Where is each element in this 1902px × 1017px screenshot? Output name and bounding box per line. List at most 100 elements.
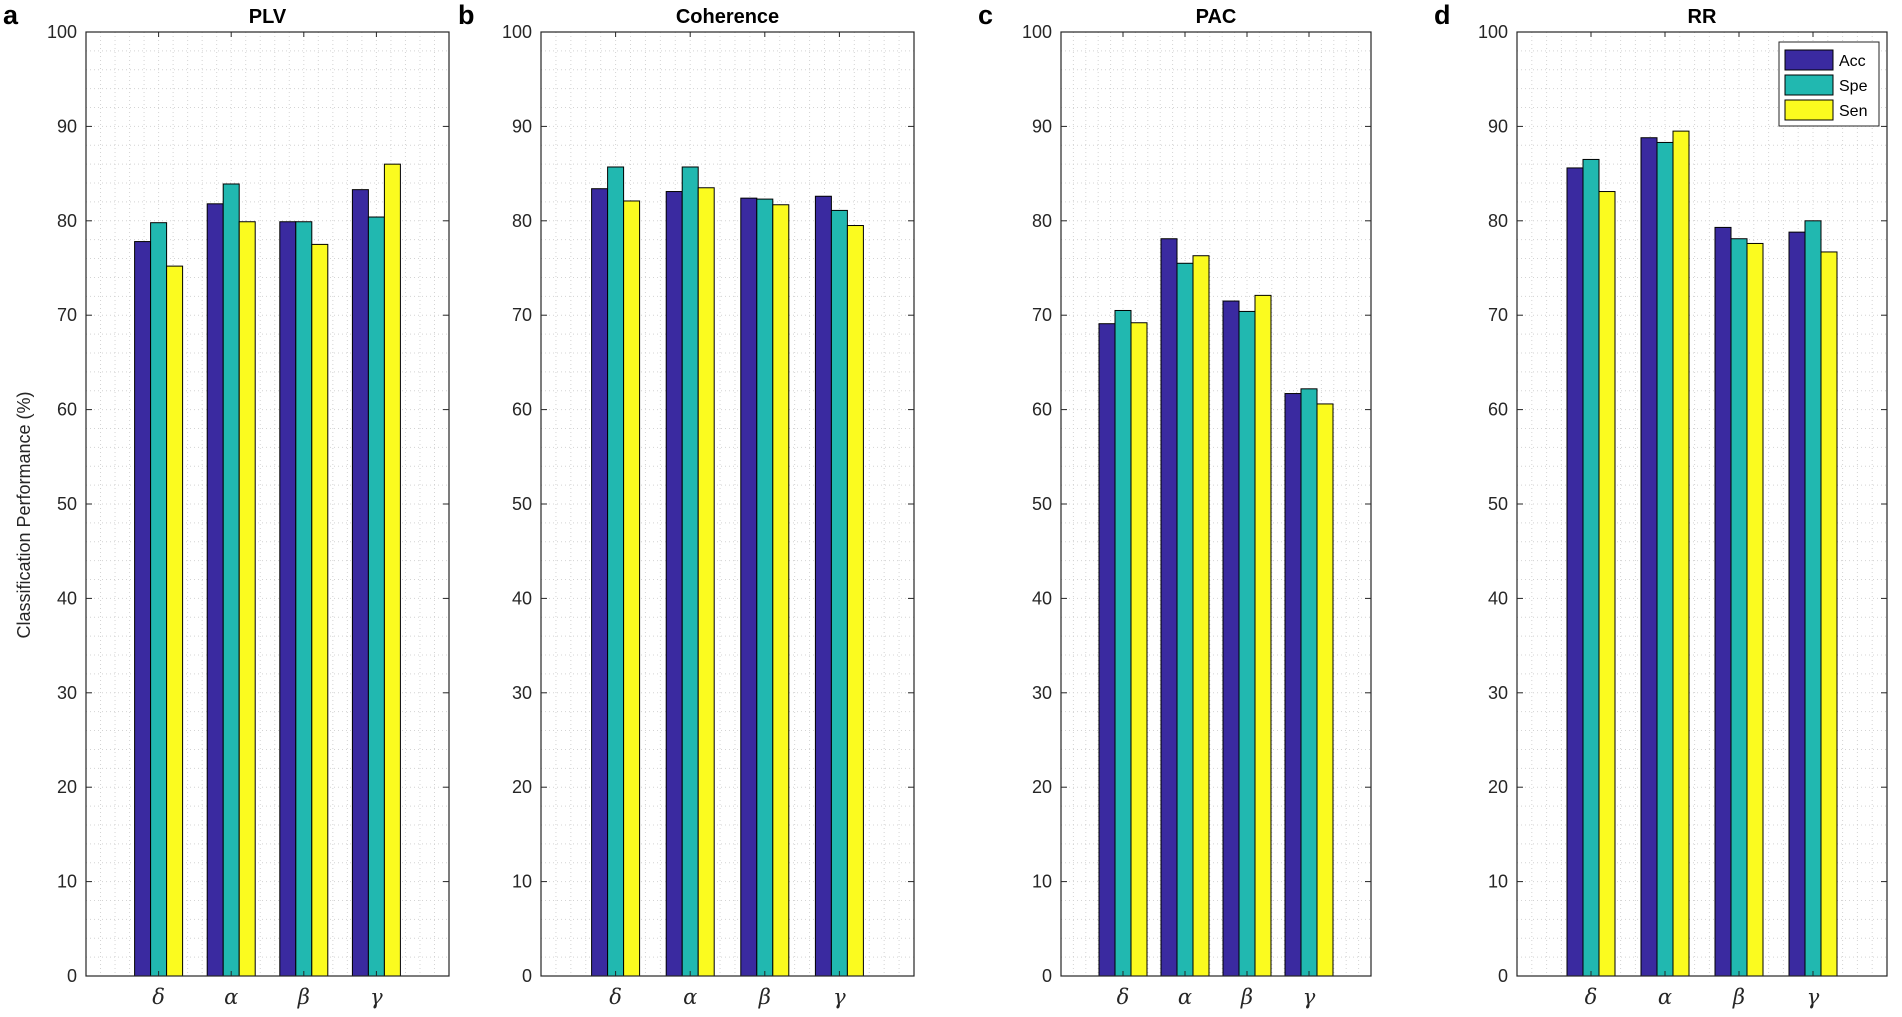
x-tick-label: α	[1658, 985, 1672, 1009]
panel-letter: d	[1434, 0, 1451, 30]
x-tick-label: γ	[1807, 985, 1820, 1009]
bar-spe-4	[1804, 220, 1822, 977]
bar-acc-2	[1160, 238, 1178, 977]
bar-sen-4	[846, 225, 864, 977]
x-tick-label: β	[1732, 985, 1745, 1009]
y-tick-label: 50	[512, 494, 532, 514]
x-tick-label: δ	[152, 985, 165, 1009]
panel-letter: b	[458, 0, 475, 30]
y-tick-label: 60	[1032, 400, 1052, 420]
bar-acc-4	[351, 189, 369, 977]
bar-spe-3	[295, 221, 313, 977]
legend-swatch-acc	[1784, 49, 1834, 71]
y-tick-label: 80	[1032, 211, 1052, 231]
bar-spe-3	[1238, 310, 1256, 977]
y-tick-label: 50	[57, 494, 77, 514]
panel-d: δ α β γ 0 10 20 30 40 50 60 70 80 90 100 RR d Acc Spe Sen	[1434, 0, 1888, 1009]
y-tick-label: 10	[57, 872, 77, 892]
panel-title: PAC	[1196, 6, 1237, 28]
y-tick-label: 0	[522, 966, 532, 986]
panel-letter: a	[3, 0, 19, 30]
y-tick-label: 40	[57, 588, 77, 608]
bar-acc-4	[1788, 231, 1806, 977]
y-tick-label: 90	[512, 116, 532, 136]
legend-swatch-spe	[1784, 74, 1834, 96]
bar-acc-4	[1284, 393, 1302, 977]
x-tick-label: α	[1178, 985, 1192, 1009]
y-tick-label: 10	[1032, 872, 1052, 892]
y-tick-label: 80	[512, 211, 532, 231]
y-tick-label: 20	[512, 777, 532, 797]
y-tick-label: 10	[512, 872, 532, 892]
x-tick-label: α	[224, 985, 238, 1009]
y-tick-label: 70	[1488, 305, 1508, 325]
bar-spe-1	[607, 166, 625, 977]
y-tick-label: 20	[1032, 777, 1052, 797]
y-tick-label: 90	[57, 116, 77, 136]
bar-sen-2	[697, 187, 715, 977]
y-tick-label: 20	[57, 777, 77, 797]
bar-sen-3	[772, 204, 790, 977]
x-tick-label: β	[297, 985, 310, 1009]
x-tick-label: α	[683, 985, 697, 1009]
y-tick-label: 50	[1032, 494, 1052, 514]
y-tick-label: 50	[1488, 494, 1508, 514]
y-tick-label: 70	[1032, 305, 1052, 325]
panel-c: δ α β γ 0 10 20 30 40 50 60 70 80 90 100 PAC c	[978, 0, 1372, 1009]
bar-acc-3	[279, 221, 297, 977]
y-tick-label: 90	[1488, 116, 1508, 136]
bar-acc-1	[1098, 323, 1116, 977]
y-tick-label: 30	[57, 683, 77, 703]
x-tick-label: γ	[370, 985, 383, 1009]
bar-acc-1	[134, 241, 152, 977]
panel-a: δ α β γ 0 10 20 30 40 50 60 70 80 90 100 PLV a	[3, 0, 450, 1009]
panel-b: δ α β γ 0 10 20 30 40 50 60 70 80 90 100 Coherence b	[458, 0, 915, 1009]
y-tick-label: 30	[1032, 683, 1052, 703]
y-tick-label: 60	[512, 400, 532, 420]
x-tick-label: γ	[833, 985, 846, 1009]
axes-frame	[540, 31, 915, 977]
bar-spe-2	[222, 183, 240, 977]
y-tick-label: 40	[512, 588, 532, 608]
bar-sen-2	[1192, 255, 1210, 977]
axes-frame	[1060, 31, 1372, 977]
y-tick-label: 0	[1498, 966, 1508, 986]
y-tick-label: 40	[1488, 588, 1508, 608]
y-axis-label: Classification Performance (%)	[14, 391, 34, 638]
legend-swatch-sen	[1784, 99, 1834, 121]
bar-sen-3	[1254, 294, 1272, 977]
bar-acc-3	[1714, 226, 1732, 977]
y-tick-label: 40	[1032, 588, 1052, 608]
bar-sen-2	[238, 221, 256, 977]
bar-acc-4	[814, 195, 832, 977]
bar-sen-3	[1746, 242, 1764, 977]
bar-spe-4	[367, 216, 385, 977]
bar-sen-2	[1672, 130, 1690, 977]
y-tick-label: 0	[67, 966, 77, 986]
y-tick-label: 100	[1478, 22, 1508, 42]
bar-sen-4	[1316, 403, 1334, 977]
bar-sen-1	[1130, 322, 1148, 977]
x-tick-label: β	[1240, 985, 1253, 1009]
bar-spe-1	[1582, 158, 1600, 977]
bar-acc-2	[665, 191, 683, 977]
x-tick-label: γ	[1303, 985, 1316, 1009]
bar-sen-1	[1598, 191, 1616, 977]
panel-title: RR	[1688, 6, 1717, 28]
y-tick-label: 90	[1032, 116, 1052, 136]
bar-spe-3	[756, 198, 774, 977]
y-tick-label: 30	[1488, 683, 1508, 703]
axes-frame	[85, 31, 450, 977]
bar-acc-2	[206, 203, 224, 977]
bar-acc-3	[1222, 300, 1240, 977]
bar-sen-4	[383, 163, 401, 977]
bar-sen-1	[623, 200, 641, 977]
legend-label-acc: Acc	[1839, 53, 1866, 70]
y-tick-label: 70	[57, 305, 77, 325]
legend: Acc Spe Sen	[1778, 41, 1880, 127]
panel-title: Coherence	[676, 6, 779, 28]
bar-spe-1	[1114, 309, 1132, 977]
y-tick-label: 70	[512, 305, 532, 325]
